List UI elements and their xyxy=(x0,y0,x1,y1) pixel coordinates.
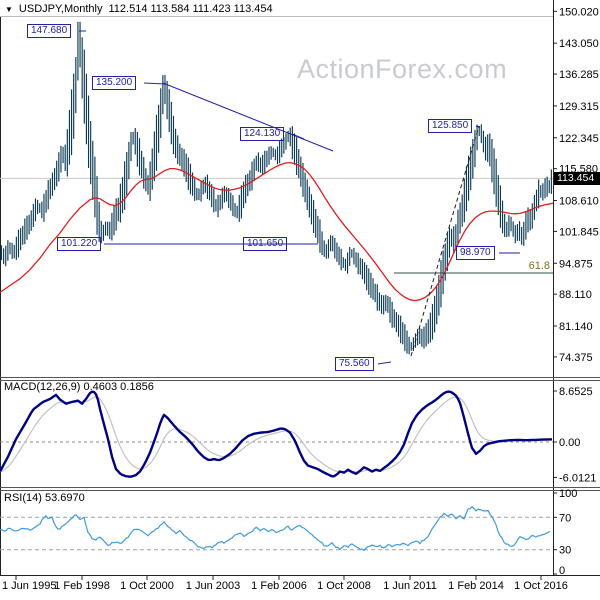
trendline xyxy=(162,82,334,152)
chart-title-bar: ▼ USDJPY,Monthly 112.514 113.584 111.423… xyxy=(5,3,273,15)
y-axis-label: 101.845 xyxy=(559,226,599,238)
x-axis-label: 1 Oct 2016 xyxy=(514,580,568,592)
fib-ratio-label: 61.8 xyxy=(529,260,550,272)
price-annotation-connector xyxy=(475,125,481,128)
macd-axis-label: 0.00 xyxy=(559,437,580,449)
price-annotation-label: 75.560 xyxy=(335,357,374,371)
x-axis-label: 1 Jun 1995 xyxy=(2,580,56,592)
dashed-trendline xyxy=(410,125,480,357)
y-axis-label: 143.050 xyxy=(559,38,599,50)
macd-axis-label: 8.6525 xyxy=(559,386,593,398)
rsi-axis-label: 30 xyxy=(559,545,571,557)
rsi-axis-label: 100 xyxy=(559,488,577,500)
y-axis-label: 94.875 xyxy=(559,258,593,270)
x-axis-label: 1 Feb 2014 xyxy=(448,580,504,592)
price-annotation-label: 135.200 xyxy=(92,76,137,90)
rsi-line xyxy=(0,505,551,552)
moving-average-line xyxy=(0,161,554,302)
macd-signal-line xyxy=(0,396,552,473)
y-axis-label: 136.285 xyxy=(559,69,599,81)
macd-axis-label: -6.0121 xyxy=(559,472,596,484)
price-annotation-label: 98.970 xyxy=(456,246,495,260)
x-axis-label: 1 Jun 2003 xyxy=(186,580,240,592)
price-annotation-connector xyxy=(377,361,392,365)
y-axis-label: 88.110 xyxy=(559,289,592,301)
y-axis-label: 74.375 xyxy=(559,352,593,364)
current-price-tag: 113.454 xyxy=(554,171,600,185)
rsi-axis-label: 0 xyxy=(559,565,565,577)
y-axis-label: 108.610 xyxy=(559,196,599,208)
chart-ohlc-values: 112.514 113.584 111.423 113.454 xyxy=(108,3,273,15)
price-annotation-connector xyxy=(143,82,166,85)
rsi-indicator-label: RSI(14) 53.6970 xyxy=(4,492,85,504)
x-axis-label: 1 Feb 1998 xyxy=(54,580,110,592)
actionforex-watermark: ActionForex.com xyxy=(297,54,508,84)
x-axis-label: 1 Feb 2006 xyxy=(251,580,307,592)
price-annotation-label: 147.680 xyxy=(27,24,72,38)
y-axis-label: 122.345 xyxy=(559,133,599,145)
x-axis-label: 1 Jun 2011 xyxy=(383,580,437,592)
y-axis-label: 150.020 xyxy=(559,6,599,18)
y-axis-label: 81.140 xyxy=(559,321,593,333)
x-axis-label: 1 Oct 2000 xyxy=(120,580,174,592)
price-annotation-label: 125.850 xyxy=(428,119,473,133)
price-annotation-connector xyxy=(291,133,305,140)
chart-dropdown-icon[interactable]: ▼ xyxy=(5,4,13,14)
macd-main-line xyxy=(0,390,553,478)
price-annotation-label: 101.220 xyxy=(57,237,102,251)
y-axis-label: 129.315 xyxy=(559,101,599,113)
x-axis-label: 1 Oct 2008 xyxy=(317,580,371,592)
macd-indicator-label: MACD(12,26,9) 0.4603 0.1856 xyxy=(4,381,154,393)
price-annotation-label: 124.130 xyxy=(240,127,285,141)
chart-symbol-period: USDJPY,Monthly xyxy=(18,3,103,15)
candlestick-bars xyxy=(0,21,552,355)
price-annotation-label: 101.650 xyxy=(243,237,288,251)
rsi-axis-label: 70 xyxy=(559,512,571,524)
